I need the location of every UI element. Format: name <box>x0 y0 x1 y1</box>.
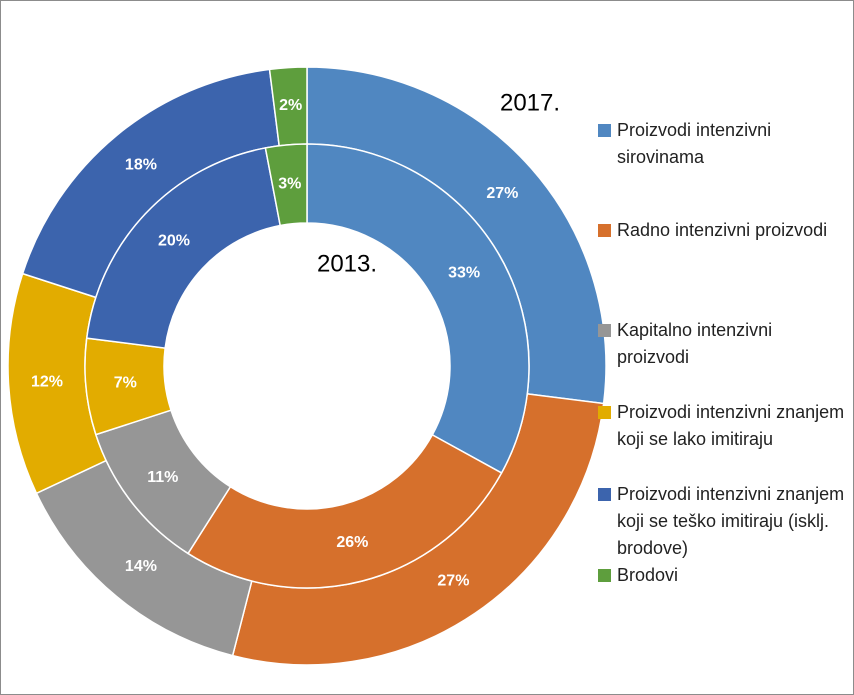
legend-entry: Brodovi <box>598 562 848 589</box>
legend-swatch <box>598 324 611 337</box>
rings <box>7 66 607 666</box>
data-label: 26% <box>336 534 368 551</box>
data-label: 18% <box>125 157 157 174</box>
legend-label: Kapitalno intenzivni proizvodi <box>617 320 773 367</box>
annotation: . <box>503 130 509 152</box>
legend-label: Proizvodi intenzivni sirovinama <box>617 120 772 167</box>
legend-swatch <box>598 569 611 582</box>
legend-entry: Proizvodi intenzivni znanjem koji se teš… <box>598 481 848 562</box>
labels: 27% 27% 14% 12% 18% 2% 33% 26% 11% 7% 20% 3% <box>31 97 518 589</box>
legend-entry: Kapitalno intenzivni proizvodi <box>598 317 848 371</box>
legend-entry: Proizvodi intenzivni znanjem koji se lak… <box>598 399 848 453</box>
legend-entry: Radno intenzivni proizvodi <box>598 217 848 244</box>
legend-label: Proizvodi intenzivni znanjem koji se lak… <box>617 402 845 449</box>
data-label: 3% <box>278 176 301 193</box>
donut-slice <box>264 143 308 227</box>
legend-swatch <box>598 124 611 137</box>
data-label: 33% <box>448 264 480 281</box>
donut-slice <box>187 433 503 589</box>
donut-slice <box>306 143 530 474</box>
data-label: 2% <box>279 97 302 114</box>
legend-label: Brodovi <box>617 565 679 585</box>
data-label: 27% <box>437 573 469 590</box>
data-label: 20% <box>158 232 190 249</box>
data-label: 12% <box>31 374 63 391</box>
legend-entry: Proizvodi intenzivni sirovinama <box>598 117 848 171</box>
data-label: 11% <box>147 469 178 486</box>
legend-swatch <box>598 406 611 419</box>
ring-label: 2013. <box>317 250 377 277</box>
legend-swatch <box>598 488 611 501</box>
legend-label: Radno intenzivni proizvodi <box>617 220 828 240</box>
legend-label: Proizvodi intenzivni znanjem koji se teš… <box>617 484 845 558</box>
data-label: 7% <box>114 374 137 391</box>
data-label: 14% <box>125 558 157 575</box>
ring-label: 2017. <box>500 89 560 116</box>
legend-swatch <box>598 224 611 237</box>
data-label: 27% <box>486 185 518 202</box>
